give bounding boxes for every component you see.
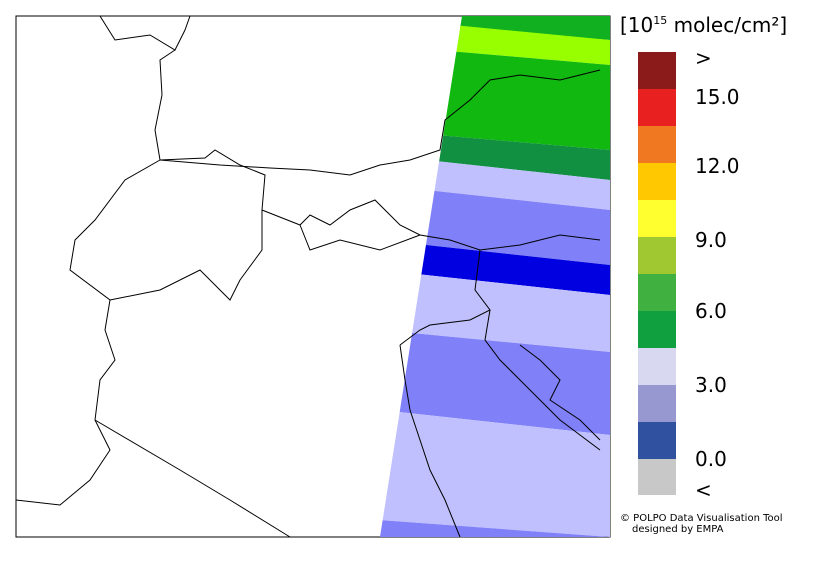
unit-label: [1015 molec/cm²]: [620, 13, 787, 37]
unit-rest: molec/cm²]: [667, 13, 787, 37]
colorbar-label: <: [695, 478, 712, 502]
color-box: [638, 311, 676, 348]
color-box: [638, 89, 676, 126]
color-box: [638, 163, 676, 200]
color-box: [638, 459, 676, 495]
unit-open: [10: [620, 13, 653, 37]
colorbar: [638, 52, 676, 495]
credit-line: designed by EMPA: [632, 524, 724, 535]
color-box: [638, 200, 676, 237]
colorbar-label: 15.0: [695, 85, 740, 109]
color-box: [638, 237, 676, 274]
borders: [15, 15, 601, 538]
color-box: [638, 422, 676, 459]
credit-line: © POLPO Data Visualisation Tool: [620, 513, 783, 524]
unit-exponent: 15: [653, 14, 667, 27]
color-box: [638, 274, 676, 311]
colorbar-labels: >15.0 12.0 9.0 6.0 3.0 0.0 <: [695, 46, 740, 502]
color-box: [638, 52, 676, 89]
color-box: [638, 126, 676, 163]
satellite-swath: [380, 16, 610, 537]
colorbar-label: >: [695, 46, 712, 70]
colorbar-label: 9.0: [695, 228, 727, 252]
colorbar-label: 12.0: [695, 154, 740, 178]
colorbar-label: 3.0: [695, 373, 727, 397]
color-box: [638, 348, 676, 385]
colorbar-label: 6.0: [695, 299, 727, 323]
color-box: [638, 385, 676, 422]
colorbar-label: 0.0: [695, 447, 727, 471]
